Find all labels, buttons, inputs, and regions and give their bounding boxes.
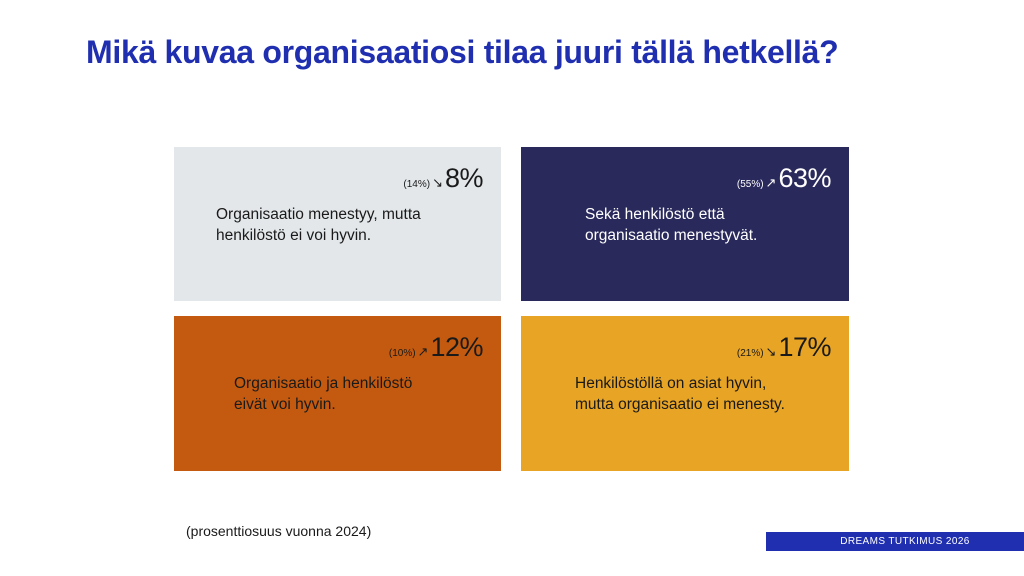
brand-label: DREAMS TUTKIMUS 2026 (766, 532, 1024, 551)
previous-value-label: (21%) (736, 348, 764, 359)
value-row: (55%) ↗ 63% (736, 163, 832, 194)
quadrant-neither-thrive: (10%) ↗ 12% Organisaatio ja henkilöstö e… (174, 316, 501, 471)
trend-up-icon: ↗ (417, 345, 429, 360)
value-label: 12% (430, 332, 483, 362)
trend-down-icon: ↘ (432, 176, 443, 191)
quadrant-description: Organisaatio menestyy, mutta henkilöstö … (216, 204, 421, 246)
value-label: 17% (778, 332, 831, 362)
description-line: organisaatio menestyvät. (585, 227, 758, 244)
quadrant-description: Sekä henkilöstö että organisaatio menest… (585, 204, 757, 246)
quadrant-description: Henkilöstöllä on asiat hyvin, mutta orga… (575, 373, 785, 415)
page-title: Mikä kuvaa organisaatiosi tilaa juuri tä… (86, 34, 839, 70)
value-row: (14%) ↘ 8% (403, 163, 483, 194)
quadrant-description: Organisaatio ja henkilöstö eivät voi hyv… (234, 373, 412, 415)
quadrant-both-thrive: (55%) ↗ 63% Sekä henkilöstö että organis… (521, 147, 849, 301)
description-line: Organisaatio menestyy, mutta (216, 206, 421, 223)
footnote: (prosenttiosuus vuonna 2024) (186, 523, 372, 539)
value-label: 8% (444, 163, 484, 193)
value-row: (21%) ↘ 17% (736, 332, 832, 363)
previous-value-label: (14%) (403, 179, 431, 190)
description-line: mutta organisaatio ei menesty. (575, 396, 785, 413)
previous-value-label: (55%) (736, 179, 764, 190)
quadrant-org-thrives-staff-not: (14%) ↘ 8% Organisaatio menestyy, mutta … (174, 147, 501, 301)
description-line: henkilöstö ei voi hyvin. (216, 227, 372, 244)
description-line: Henkilöstöllä on asiat hyvin, (575, 375, 767, 392)
description-line: Organisaatio ja henkilöstö (234, 375, 413, 392)
value-label: 63% (778, 163, 831, 193)
trend-up-icon: ↗ (765, 176, 777, 191)
value-row: (10%) ↗ 12% (388, 332, 484, 363)
quadrant-staff-thrives-org-not: (21%) ↘ 17% Henkilöstöllä on asiat hyvin… (521, 316, 849, 471)
description-line: Sekä henkilöstö että (585, 206, 725, 223)
description-line: eivät voi hyvin. (234, 396, 336, 413)
previous-value-label: (10%) (388, 348, 416, 359)
trend-down-icon: ↘ (765, 345, 777, 360)
